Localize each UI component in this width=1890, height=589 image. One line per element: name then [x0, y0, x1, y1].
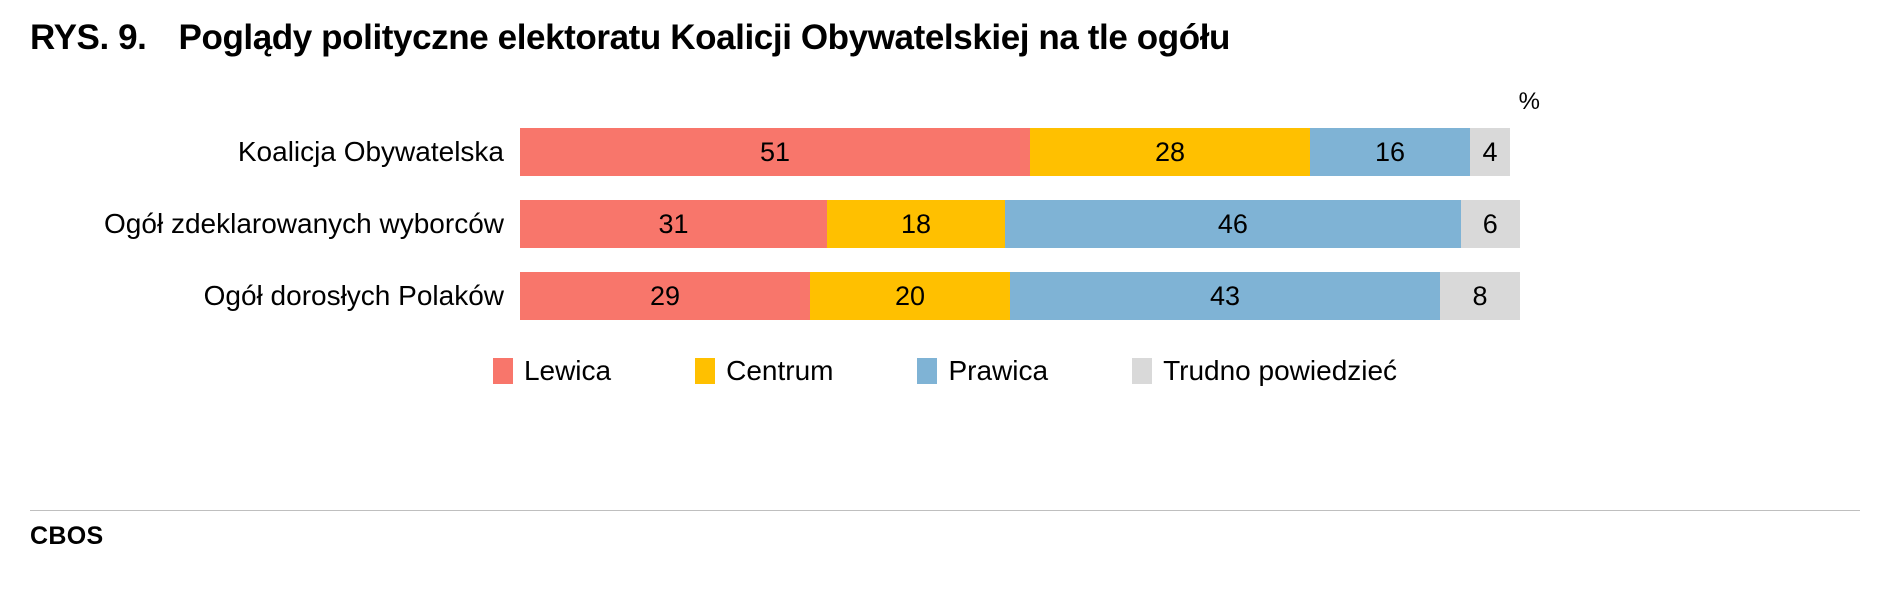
- stacked-bar-chart: Koalicja Obywatelska 51 28 16 4 Ogół zdeklaro…: [0, 128, 1890, 344]
- page-title: Poglądy polityczne elektoratu Koalicji O…: [178, 18, 1231, 57]
- category-label: Ogół dorosłych Polaków: [203, 279, 504, 311]
- bar-segment-centrum: 28: [1030, 128, 1310, 176]
- legend-swatch-icon: [1132, 358, 1153, 384]
- figure-number: RYS. 9.: [30, 18, 147, 57]
- legend-label: Trudno powiedzieć: [1163, 355, 1398, 386]
- chart-row: Ogół dorosłych Polaków 29 20 43 8: [0, 272, 1890, 320]
- legend-item[interactable]: Trudno powiedzieć: [1132, 355, 1397, 387]
- chart-legend: Lewica Centrum Prawica Trudno powiedzieć: [0, 355, 1890, 387]
- bar-segment-centrum: 20: [810, 272, 1010, 320]
- stacked-bar: 31 18 46 6: [520, 200, 1521, 248]
- legend-item[interactable]: Centrum: [695, 355, 833, 387]
- chart-row: Koalicja Obywatelska 51 28 16 4: [0, 128, 1890, 176]
- bar-segment-lewica: 51: [520, 128, 1030, 176]
- unit-percent-label: %: [1518, 88, 1540, 115]
- bar-segment-trudno-powiedzie: 6: [1460, 200, 1521, 248]
- legend-label: Centrum: [726, 355, 834, 386]
- legend-swatch-icon: [492, 358, 513, 384]
- chart-row: Ogół zdeklarowanych wyborców 31 18 46 6: [0, 200, 1890, 248]
- stacked-bar: 51 28 16 4: [520, 128, 1520, 176]
- bar-segment-prawica: 43: [1010, 272, 1440, 320]
- category-label: Koalicja Obywatelska: [237, 135, 504, 167]
- stacked-bar: 29 20 43 8: [520, 272, 1520, 320]
- bar-segment-prawica: 16: [1310, 128, 1470, 176]
- category-label: Ogół zdeklarowanych wyborców: [104, 207, 504, 239]
- bar-segment-lewica: 31: [520, 200, 827, 248]
- legend-item[interactable]: Prawica: [917, 355, 1048, 387]
- footer-divider: [30, 510, 1860, 511]
- legend-swatch-icon: [695, 358, 716, 384]
- legend-label: Lewica: [523, 355, 612, 386]
- bar-segment-trudno-powiedzie: 8: [1440, 272, 1520, 320]
- bar-segment-lewica: 29: [520, 272, 810, 320]
- bar-segment-trudno-powiedzie: 4: [1470, 128, 1510, 176]
- legend-label: Prawica: [948, 355, 1049, 386]
- figure-header: RYS. 9. Poglądy polityczne elektoratu Ko…: [30, 18, 1230, 58]
- bar-segment-prawica: 46: [1005, 200, 1461, 248]
- legend-swatch-icon: [917, 358, 938, 384]
- bar-segment-centrum: 18: [826, 200, 1006, 248]
- source-brand: CBOS: [30, 522, 104, 550]
- legend-item[interactable]: Lewica: [492, 355, 612, 387]
